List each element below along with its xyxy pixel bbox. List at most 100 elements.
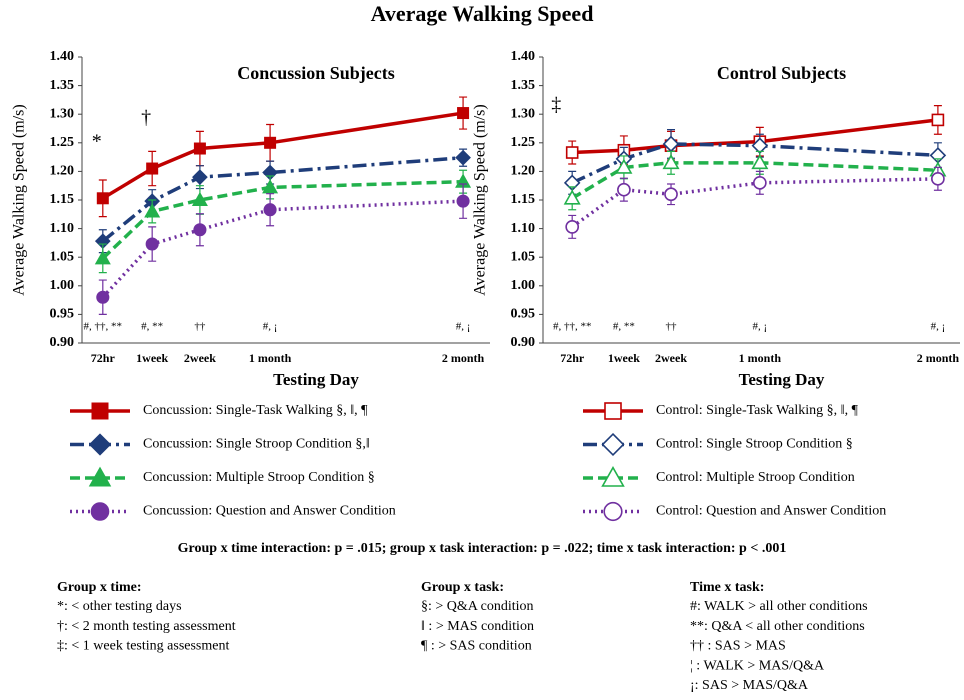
y-tick-label: 0.90 <box>511 335 536 350</box>
marker <box>752 175 767 190</box>
y-tick-label: 0.95 <box>511 307 536 322</box>
y-tick-label: 1.00 <box>50 278 75 293</box>
x-axis-label: Testing Day <box>739 370 825 389</box>
marker <box>456 194 470 208</box>
y-tick-label: 1.40 <box>50 49 75 64</box>
note-item: §: > Q&A condition <box>421 599 534 614</box>
bottom-label: #, ††, ** <box>84 321 123 333</box>
series-line <box>101 179 464 260</box>
y-tick-label: 1.35 <box>50 78 75 93</box>
marker <box>192 169 208 185</box>
marker <box>662 154 680 170</box>
legend-marker <box>90 502 110 521</box>
marker <box>193 142 206 155</box>
legend-label: Control: Single-Task Walking §, ‖, ¶ <box>656 403 859 418</box>
legend-label: Concussion: Multiple Stroop Condition § <box>143 470 375 485</box>
marker <box>193 223 207 237</box>
y-tick-label: 1.40 <box>511 49 536 64</box>
marker <box>457 107 470 120</box>
series-line <box>571 142 938 185</box>
marker <box>563 189 581 205</box>
y-tick-label: 1.35 <box>511 78 536 93</box>
y-tick-label: 1.10 <box>511 221 536 236</box>
bottom-label: #, ** <box>613 321 635 333</box>
y-tick-label: 0.90 <box>50 335 75 350</box>
x-tick-label: 72hr <box>91 351 116 365</box>
y-axis-label: Average Walking Speed (m/s) <box>472 104 489 295</box>
bottom-label: #, ¡ <box>753 321 768 333</box>
legend-label: Control: Single Stroop Condition § <box>656 437 853 452</box>
x-tick-label: 1week <box>136 351 168 365</box>
note-item: †† : SAS > MAS <box>690 639 786 654</box>
marker <box>146 162 159 175</box>
marker <box>145 237 159 251</box>
bottom-label: †† <box>666 321 678 333</box>
note-title: Time x task: <box>690 580 764 595</box>
x-tick-label: 2week <box>655 351 687 365</box>
legend-marker <box>91 402 109 420</box>
note-item: †: < 2 month testing assessment <box>57 619 236 634</box>
legend-label: Control: Question and Answer Condition <box>656 504 886 519</box>
marker <box>96 290 110 304</box>
x-tick-label: 2 month <box>917 351 960 365</box>
figure-title: Average Walking Speed <box>371 1 594 26</box>
y-tick-label: 1.15 <box>511 192 536 207</box>
x-tick-label: 1week <box>608 351 640 365</box>
legend-marker <box>88 466 112 487</box>
chart-title: Concussion Subjects <box>237 63 395 83</box>
y-tick-label: 1.10 <box>50 221 75 236</box>
legend-label: Concussion: Single-Task Walking §, ‖, ¶ <box>143 403 368 418</box>
top-label: ‡ <box>551 94 561 116</box>
marker <box>615 158 633 174</box>
interaction-text: Group x time interaction: p = .015; grou… <box>178 541 787 556</box>
marker <box>144 203 161 218</box>
marker <box>664 187 678 202</box>
legend-marker <box>88 433 112 456</box>
note-item: ¦ : WALK > MAS/Q&A <box>690 658 825 673</box>
note-title: Group x time: <box>57 580 142 595</box>
legend-marker <box>601 432 625 457</box>
note-item: *: < other testing days <box>57 599 182 614</box>
x-tick-label: 2week <box>184 351 216 365</box>
y-tick-label: 1.15 <box>50 192 75 207</box>
marker <box>262 179 279 194</box>
bottom-label: †† <box>194 321 206 333</box>
legend-label: Concussion: Single Stroop Condition §,‖ <box>143 437 370 452</box>
note-item: ‡: < 1 week testing assessment <box>57 639 229 654</box>
marker <box>565 220 580 234</box>
legend-marker <box>601 465 625 487</box>
note-item: ¡: SAS > MAS/Q&A <box>690 678 809 693</box>
chart-title: Control Subjects <box>717 63 846 83</box>
marker <box>565 146 579 159</box>
bottom-label: #, ¡ <box>456 321 471 333</box>
y-tick-label: 1.00 <box>511 278 536 293</box>
note-title: Group x task: <box>421 580 504 595</box>
y-tick-label: 1.20 <box>511 164 536 179</box>
y-tick-label: 1.05 <box>50 249 75 264</box>
series-line <box>101 199 464 299</box>
y-tick-label: 0.95 <box>50 307 75 322</box>
bottom-label: #, ¡ <box>931 321 946 333</box>
legend-marker <box>603 501 623 522</box>
marker <box>263 203 277 217</box>
marker <box>264 136 277 149</box>
legend-label: Concussion: Question and Answer Conditio… <box>143 504 396 519</box>
legend-label: Control: Multiple Stroop Condition <box>656 470 855 485</box>
y-tick-label: 1.30 <box>50 106 75 121</box>
marker <box>751 154 769 170</box>
y-tick-label: 1.25 <box>50 135 75 150</box>
marker <box>455 149 471 166</box>
y-tick-label: 1.30 <box>511 106 536 121</box>
x-tick-label: 72hr <box>560 351 585 365</box>
series-line <box>571 177 938 229</box>
bottom-label: #, ¡ <box>263 321 278 333</box>
note-item: ‖ : > MAS condition <box>421 619 534 634</box>
y-tick-label: 1.20 <box>50 164 75 179</box>
marker <box>931 171 945 186</box>
marker <box>931 113 945 127</box>
x-tick-label: 1 month <box>739 351 782 365</box>
y-axis-label: Average Walking Speed (m/s) <box>11 104 28 295</box>
y-tick-label: 1.25 <box>511 135 536 150</box>
marker <box>617 182 631 197</box>
